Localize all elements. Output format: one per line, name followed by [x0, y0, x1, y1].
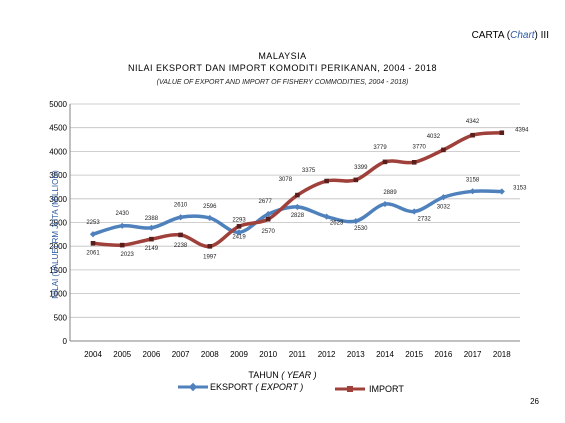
export-data-label: 2732: [418, 217, 432, 223]
import-point: [499, 130, 505, 136]
import-point: [382, 159, 388, 165]
import-data-label: 2061: [86, 250, 100, 256]
x-tick-label: 2018: [493, 350, 511, 359]
x-tick-label: 2009: [230, 350, 248, 359]
export-data-label: 2293: [232, 217, 246, 223]
import-data-label: 4394: [515, 128, 529, 134]
export-data-label: 2388: [145, 216, 159, 222]
import-point: [324, 178, 329, 184]
export-data-label: 2253: [86, 220, 100, 226]
y-tick-label: 1000: [49, 290, 67, 299]
import-data-label: 3078: [279, 177, 293, 183]
import-data-label: 4342: [466, 119, 480, 125]
x-tick-label: 2016: [435, 350, 453, 359]
x-tick-label: 2015: [405, 350, 423, 359]
x-tick-label: 2011: [289, 350, 307, 359]
import-point: [90, 241, 96, 246]
import-point: [265, 216, 271, 222]
y-tick-label: 1500: [49, 266, 67, 275]
y-tick-label: 3500: [49, 171, 67, 180]
import-point: [295, 192, 300, 198]
x-tick-label: 2012: [318, 350, 336, 359]
import-data-label: 1997: [203, 254, 217, 260]
y-axis-label: NILAI (VALUE) RM JUTA (MILLION): [51, 170, 60, 299]
legend-export: EKSPORT ( EXPORT ): [178, 382, 303, 392]
import-point: [119, 242, 125, 248]
x-tick-label: 2005: [113, 350, 131, 359]
export-point: [89, 231, 97, 238]
import-data-label: 2238: [174, 243, 188, 249]
export-point: [294, 203, 301, 211]
y-tick-label: 0: [63, 337, 68, 346]
export-data-label: 3032: [437, 204, 451, 210]
legend-export-swatch: [178, 382, 208, 392]
series-line-import: [92, 130, 502, 249]
import-point: [470, 132, 475, 138]
x-tick-label: 2004: [84, 350, 102, 359]
chart-title: MALAYSIA: [258, 51, 307, 61]
y-tick-label: 500: [54, 313, 68, 322]
x-axis-label: TAHUN ( YEAR ): [248, 370, 317, 380]
export-data-label: 2530: [354, 226, 368, 232]
x-tick-label: 2014: [376, 350, 394, 359]
export-data-label: 2828: [291, 213, 305, 219]
legend-import-swatch: [335, 386, 365, 392]
legend-import-label: IMPORT: [369, 384, 404, 394]
legend-import: IMPORT: [335, 384, 404, 394]
export-data-label: 2596: [203, 204, 217, 210]
import-data-label: 2419: [232, 234, 246, 240]
import-data-label: 3779: [373, 145, 387, 151]
legend-export-label: EKSPORT: [210, 382, 253, 392]
import-point: [411, 160, 417, 165]
chart-subtitle: NILAI EKSPORT DAN IMPORT KOMODITI PERIKA…: [128, 63, 437, 73]
x-tick-label: 2017: [464, 350, 482, 359]
import-data-label: 3375: [302, 168, 316, 174]
x-tick-label: 2008: [201, 350, 219, 359]
page-number: 26: [530, 397, 539, 406]
x-tick-label: 2006: [143, 350, 161, 359]
y-tick-label: 4000: [49, 147, 67, 156]
legend-export-label-en: ( EXPORT ): [255, 382, 304, 392]
export-data-label: 2610: [174, 202, 188, 208]
export-data-label: 3158: [466, 177, 480, 183]
export-point: [235, 229, 243, 236]
import-point: [149, 236, 154, 242]
chart-subtitle-en: (VALUE OF EXPORT AND IMPORT OF FISHERY C…: [156, 79, 409, 86]
export-point: [119, 222, 126, 229]
export-data-label: 2430: [116, 211, 130, 217]
chart-caption: CARTA (Chart) III: [471, 30, 549, 41]
y-tick-label: 2500: [49, 219, 67, 228]
import-data-label: 4032: [427, 134, 441, 140]
export-data-label: 2889: [383, 190, 397, 196]
import-point: [441, 147, 446, 153]
import-data-label: 2570: [262, 229, 276, 235]
x-tick-label: 2010: [259, 350, 277, 359]
y-tick-label: 2000: [49, 242, 67, 251]
import-point: [178, 232, 183, 238]
import-data-label: 3770: [413, 144, 427, 150]
import-point: [236, 224, 242, 229]
export-data-label: 2623: [330, 221, 344, 227]
import-data-label: 2023: [121, 252, 135, 258]
y-tick-label: 3000: [49, 195, 67, 204]
x-tick-label: 2007: [172, 350, 190, 359]
y-tick-label: 4500: [49, 124, 67, 133]
import-data-label: 2149: [145, 246, 159, 252]
export-point: [206, 214, 213, 222]
import-data-label: 3399: [354, 165, 368, 171]
import-point: [207, 244, 213, 249]
x-tick-label: 2013: [347, 350, 365, 359]
import-point: [353, 177, 359, 183]
y-tick-label: 5000: [49, 100, 67, 109]
export-data-label: 3153: [513, 186, 527, 192]
export-point: [498, 188, 505, 195]
export-data-label: 2677: [259, 199, 273, 205]
export-point: [469, 188, 476, 195]
